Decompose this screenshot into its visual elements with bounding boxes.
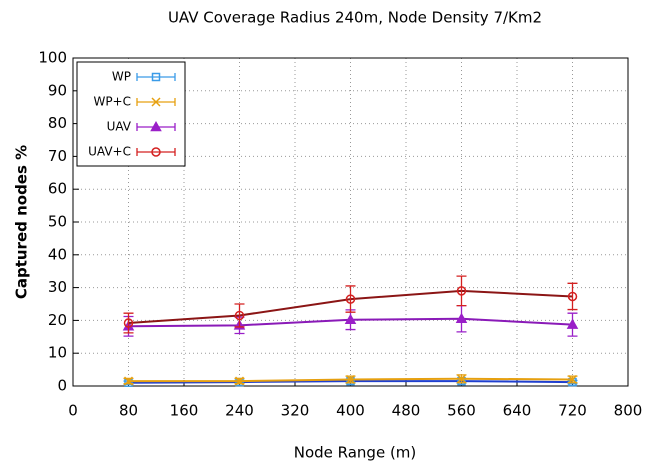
legend-label: WP+C [93, 95, 131, 109]
y-tick-label: 90 [48, 81, 67, 99]
legend-label: WP [112, 70, 131, 84]
marker [455, 312, 468, 324]
y-tick-label: 20 [48, 311, 67, 329]
error-bar [123, 312, 134, 334]
marker [567, 374, 578, 384]
marker [566, 318, 579, 329]
marker [344, 313, 357, 324]
legend-marker [151, 72, 161, 82]
marker [345, 294, 356, 304]
x-tick-label: 800 [614, 402, 643, 420]
y-tick-label: 100 [38, 49, 67, 67]
legend: WP WP+C UAV UAV+C [76, 61, 186, 167]
y-tick-label: 60 [48, 180, 67, 198]
x-tick-label: 560 [447, 402, 476, 420]
y-tick-label: 50 [48, 213, 67, 231]
x-tick-label: 480 [392, 402, 421, 420]
marker [123, 376, 134, 386]
x-tick-label: 0 [68, 402, 78, 420]
marker [567, 291, 578, 302]
plot-frame [72, 57, 629, 387]
chart-title: UAV Coverage Radius 240m, Node Density 7… [168, 9, 542, 27]
y-tick-label: 0 [57, 377, 67, 395]
marker [123, 318, 134, 328]
x-tick-label: 320 [281, 402, 310, 420]
x-tick-label: 240 [225, 402, 254, 420]
legend-label: UAV [107, 120, 132, 134]
error-bar [567, 282, 578, 311]
x-tick-label: 160 [170, 402, 199, 420]
y-tick-label: 40 [48, 245, 67, 263]
marker [345, 374, 356, 384]
legend-marker [151, 147, 161, 157]
legend-box [76, 61, 186, 167]
y-axis-label: Captured nodes % [13, 145, 31, 299]
x-tick-label: 720 [558, 402, 587, 420]
marker [234, 310, 245, 321]
x-axis-label: Node Range (m) [294, 444, 417, 462]
x-tick-label: 80 [119, 402, 138, 420]
legend-label: UAV+C [88, 145, 131, 159]
y-tick-label: 70 [48, 147, 67, 165]
marker [456, 286, 467, 296]
error-bar [345, 285, 356, 313]
x-tick-label: 400 [336, 402, 365, 420]
x-tick-label: 640 [503, 402, 532, 420]
marker [234, 376, 245, 386]
y-tick-label: 10 [48, 344, 67, 362]
error-bar [234, 303, 245, 328]
legend-marker [150, 120, 162, 132]
error-bar [456, 275, 467, 307]
legend-marker [151, 97, 161, 107]
y-tick-label: 30 [48, 278, 67, 296]
marker [456, 374, 467, 384]
y-tick-label: 80 [48, 114, 67, 132]
legend-swatch [136, 148, 176, 156]
legend-swatch [136, 73, 176, 81]
